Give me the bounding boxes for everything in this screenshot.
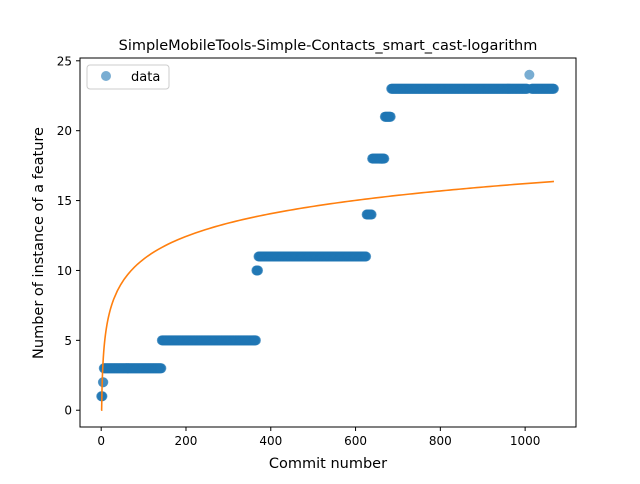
y-tick-label: 0 [64,404,72,418]
legend: data [87,65,169,89]
data-point [386,112,396,122]
x-tick-label: 0 [97,434,105,448]
x-tick-label: 1000 [510,434,541,448]
data-point [549,84,559,94]
y-tick-label: 5 [64,334,72,348]
x-tick-label: 200 [175,434,198,448]
data-point [156,363,166,373]
x-tick-label: 400 [259,434,282,448]
y-tick-label: 20 [57,124,72,138]
legend-label-data: data [131,70,160,85]
y-tick-label: 25 [57,54,72,68]
data-point [379,154,389,164]
data-point [367,210,377,220]
data-point [361,251,371,261]
data-point [524,70,534,80]
x-axis-label: Commit number [269,456,387,472]
data-point [253,265,263,275]
legend-marker-data [101,71,111,81]
y-axis-label: Number of instance of a feature [31,127,47,359]
y-tick-label: 10 [57,264,72,278]
chart-title: SimpleMobileTools-Simple-Contacts_smart_… [119,38,538,54]
x-tick-label: 800 [429,434,452,448]
y-tick-label: 15 [57,194,72,208]
x-tick-label: 600 [344,434,367,448]
data-point [251,335,261,345]
data-point [98,377,108,387]
